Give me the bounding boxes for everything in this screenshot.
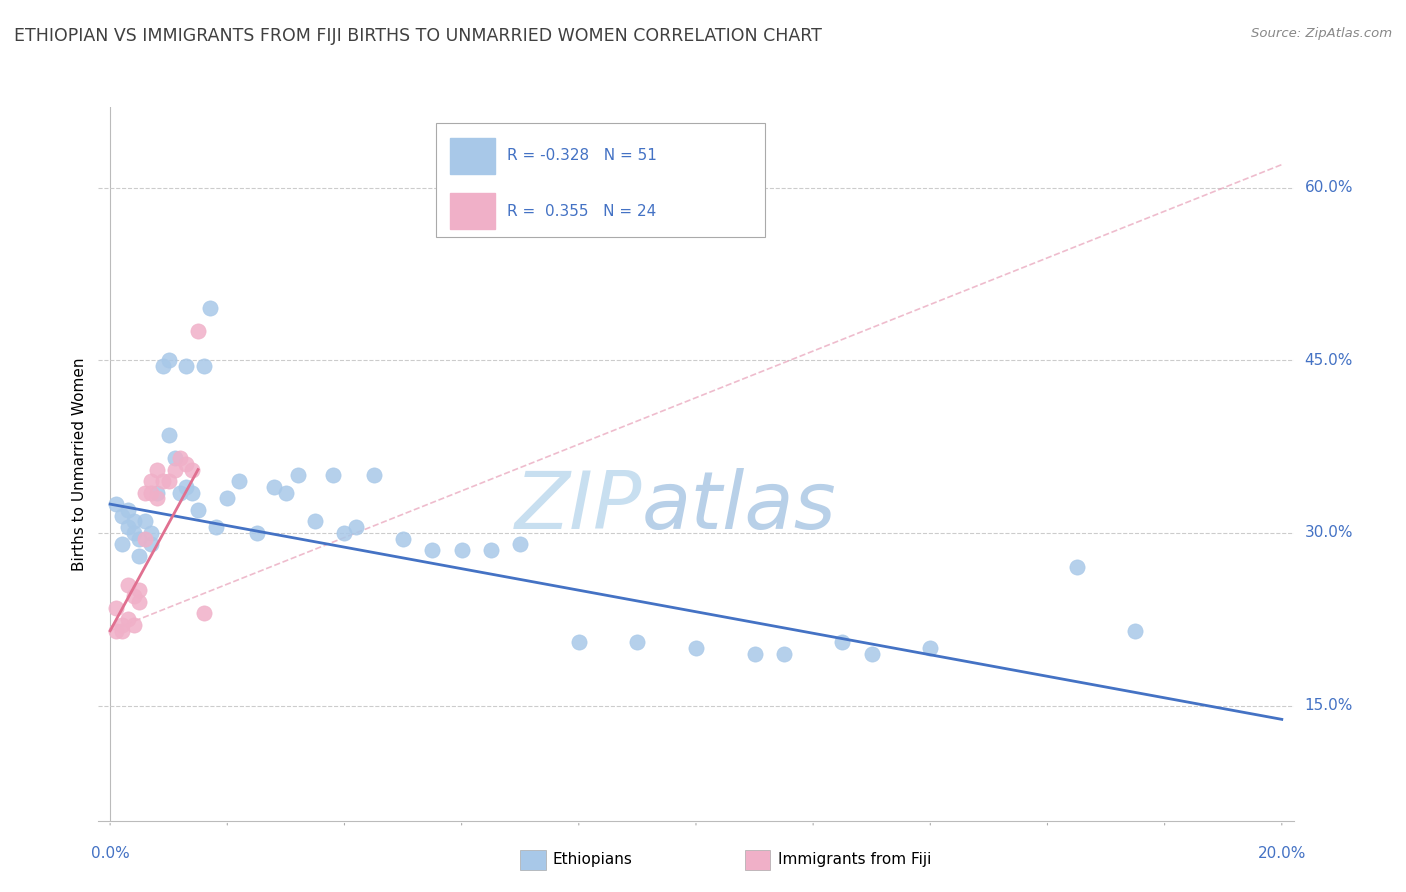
Point bbox=[509, 537, 531, 551]
Point bbox=[392, 532, 415, 546]
Point bbox=[773, 647, 796, 661]
Point bbox=[152, 474, 174, 488]
Point bbox=[141, 474, 163, 488]
Text: 20.0%: 20.0% bbox=[1257, 846, 1306, 861]
Point bbox=[920, 640, 942, 655]
Point bbox=[169, 485, 191, 500]
Point bbox=[217, 491, 239, 506]
Point bbox=[1066, 560, 1088, 574]
Point bbox=[174, 457, 197, 471]
Point bbox=[287, 468, 309, 483]
Point bbox=[117, 503, 139, 517]
Point bbox=[111, 508, 134, 523]
Point bbox=[146, 462, 169, 476]
Point bbox=[685, 640, 707, 655]
Point bbox=[363, 468, 385, 483]
Point bbox=[122, 618, 145, 632]
Point bbox=[122, 525, 145, 540]
Point bbox=[450, 543, 472, 558]
Point bbox=[322, 468, 344, 483]
Point bbox=[111, 624, 134, 638]
Point bbox=[111, 618, 134, 632]
Point bbox=[169, 451, 191, 466]
Point bbox=[163, 451, 186, 466]
Point bbox=[744, 647, 766, 661]
Point bbox=[141, 537, 163, 551]
Point bbox=[263, 480, 285, 494]
Point bbox=[122, 515, 145, 529]
Text: Ethiopians: Ethiopians bbox=[553, 853, 633, 867]
Point bbox=[568, 635, 591, 649]
Text: 45.0%: 45.0% bbox=[1305, 352, 1353, 368]
Point bbox=[1123, 624, 1146, 638]
Point bbox=[198, 301, 221, 316]
Text: ZIP: ZIP bbox=[515, 467, 643, 546]
Y-axis label: Births to Unmarried Women: Births to Unmarried Women bbox=[72, 357, 87, 571]
Point bbox=[831, 635, 853, 649]
Point bbox=[105, 600, 128, 615]
Text: Immigrants from Fiji: Immigrants from Fiji bbox=[778, 853, 931, 867]
Point bbox=[105, 497, 128, 511]
Point bbox=[134, 515, 156, 529]
Point bbox=[157, 474, 180, 488]
Point bbox=[122, 589, 145, 603]
Text: 15.0%: 15.0% bbox=[1305, 698, 1353, 713]
Point bbox=[105, 624, 128, 638]
Point bbox=[134, 532, 156, 546]
Point bbox=[128, 549, 150, 563]
Text: atlas: atlas bbox=[643, 467, 837, 546]
Point bbox=[117, 520, 139, 534]
Text: 60.0%: 60.0% bbox=[1305, 180, 1353, 195]
Point bbox=[246, 525, 269, 540]
Text: 0.0%: 0.0% bbox=[91, 846, 129, 861]
Text: R = -0.328   N = 51: R = -0.328 N = 51 bbox=[506, 148, 657, 163]
Point bbox=[479, 543, 502, 558]
Point bbox=[333, 525, 356, 540]
Point bbox=[187, 325, 209, 339]
Point bbox=[304, 515, 326, 529]
Point bbox=[128, 532, 150, 546]
Point bbox=[146, 491, 169, 506]
Point bbox=[274, 485, 297, 500]
Point bbox=[128, 583, 150, 598]
Point bbox=[228, 474, 250, 488]
Point bbox=[128, 595, 150, 609]
Point bbox=[146, 485, 169, 500]
Point bbox=[117, 612, 139, 626]
Text: ETHIOPIAN VS IMMIGRANTS FROM FIJI BIRTHS TO UNMARRIED WOMEN CORRELATION CHART: ETHIOPIAN VS IMMIGRANTS FROM FIJI BIRTHS… bbox=[14, 27, 823, 45]
Point bbox=[174, 480, 197, 494]
Point bbox=[141, 485, 163, 500]
Point bbox=[193, 607, 215, 621]
Point bbox=[626, 635, 648, 649]
Point bbox=[344, 520, 367, 534]
Point bbox=[157, 428, 180, 442]
Point bbox=[420, 543, 443, 558]
Point bbox=[111, 537, 134, 551]
Point bbox=[152, 359, 174, 373]
Point bbox=[157, 353, 180, 368]
Point bbox=[204, 520, 226, 534]
Point bbox=[860, 647, 883, 661]
Point bbox=[187, 503, 209, 517]
Point bbox=[181, 485, 204, 500]
Point bbox=[181, 462, 204, 476]
Text: R =  0.355   N = 24: R = 0.355 N = 24 bbox=[506, 203, 657, 219]
Text: Source: ZipAtlas.com: Source: ZipAtlas.com bbox=[1251, 27, 1392, 40]
Point bbox=[117, 577, 139, 591]
Point bbox=[193, 359, 215, 373]
Point bbox=[163, 462, 186, 476]
Point bbox=[174, 359, 197, 373]
Text: 30.0%: 30.0% bbox=[1305, 525, 1353, 541]
Point bbox=[141, 525, 163, 540]
Point bbox=[134, 485, 156, 500]
